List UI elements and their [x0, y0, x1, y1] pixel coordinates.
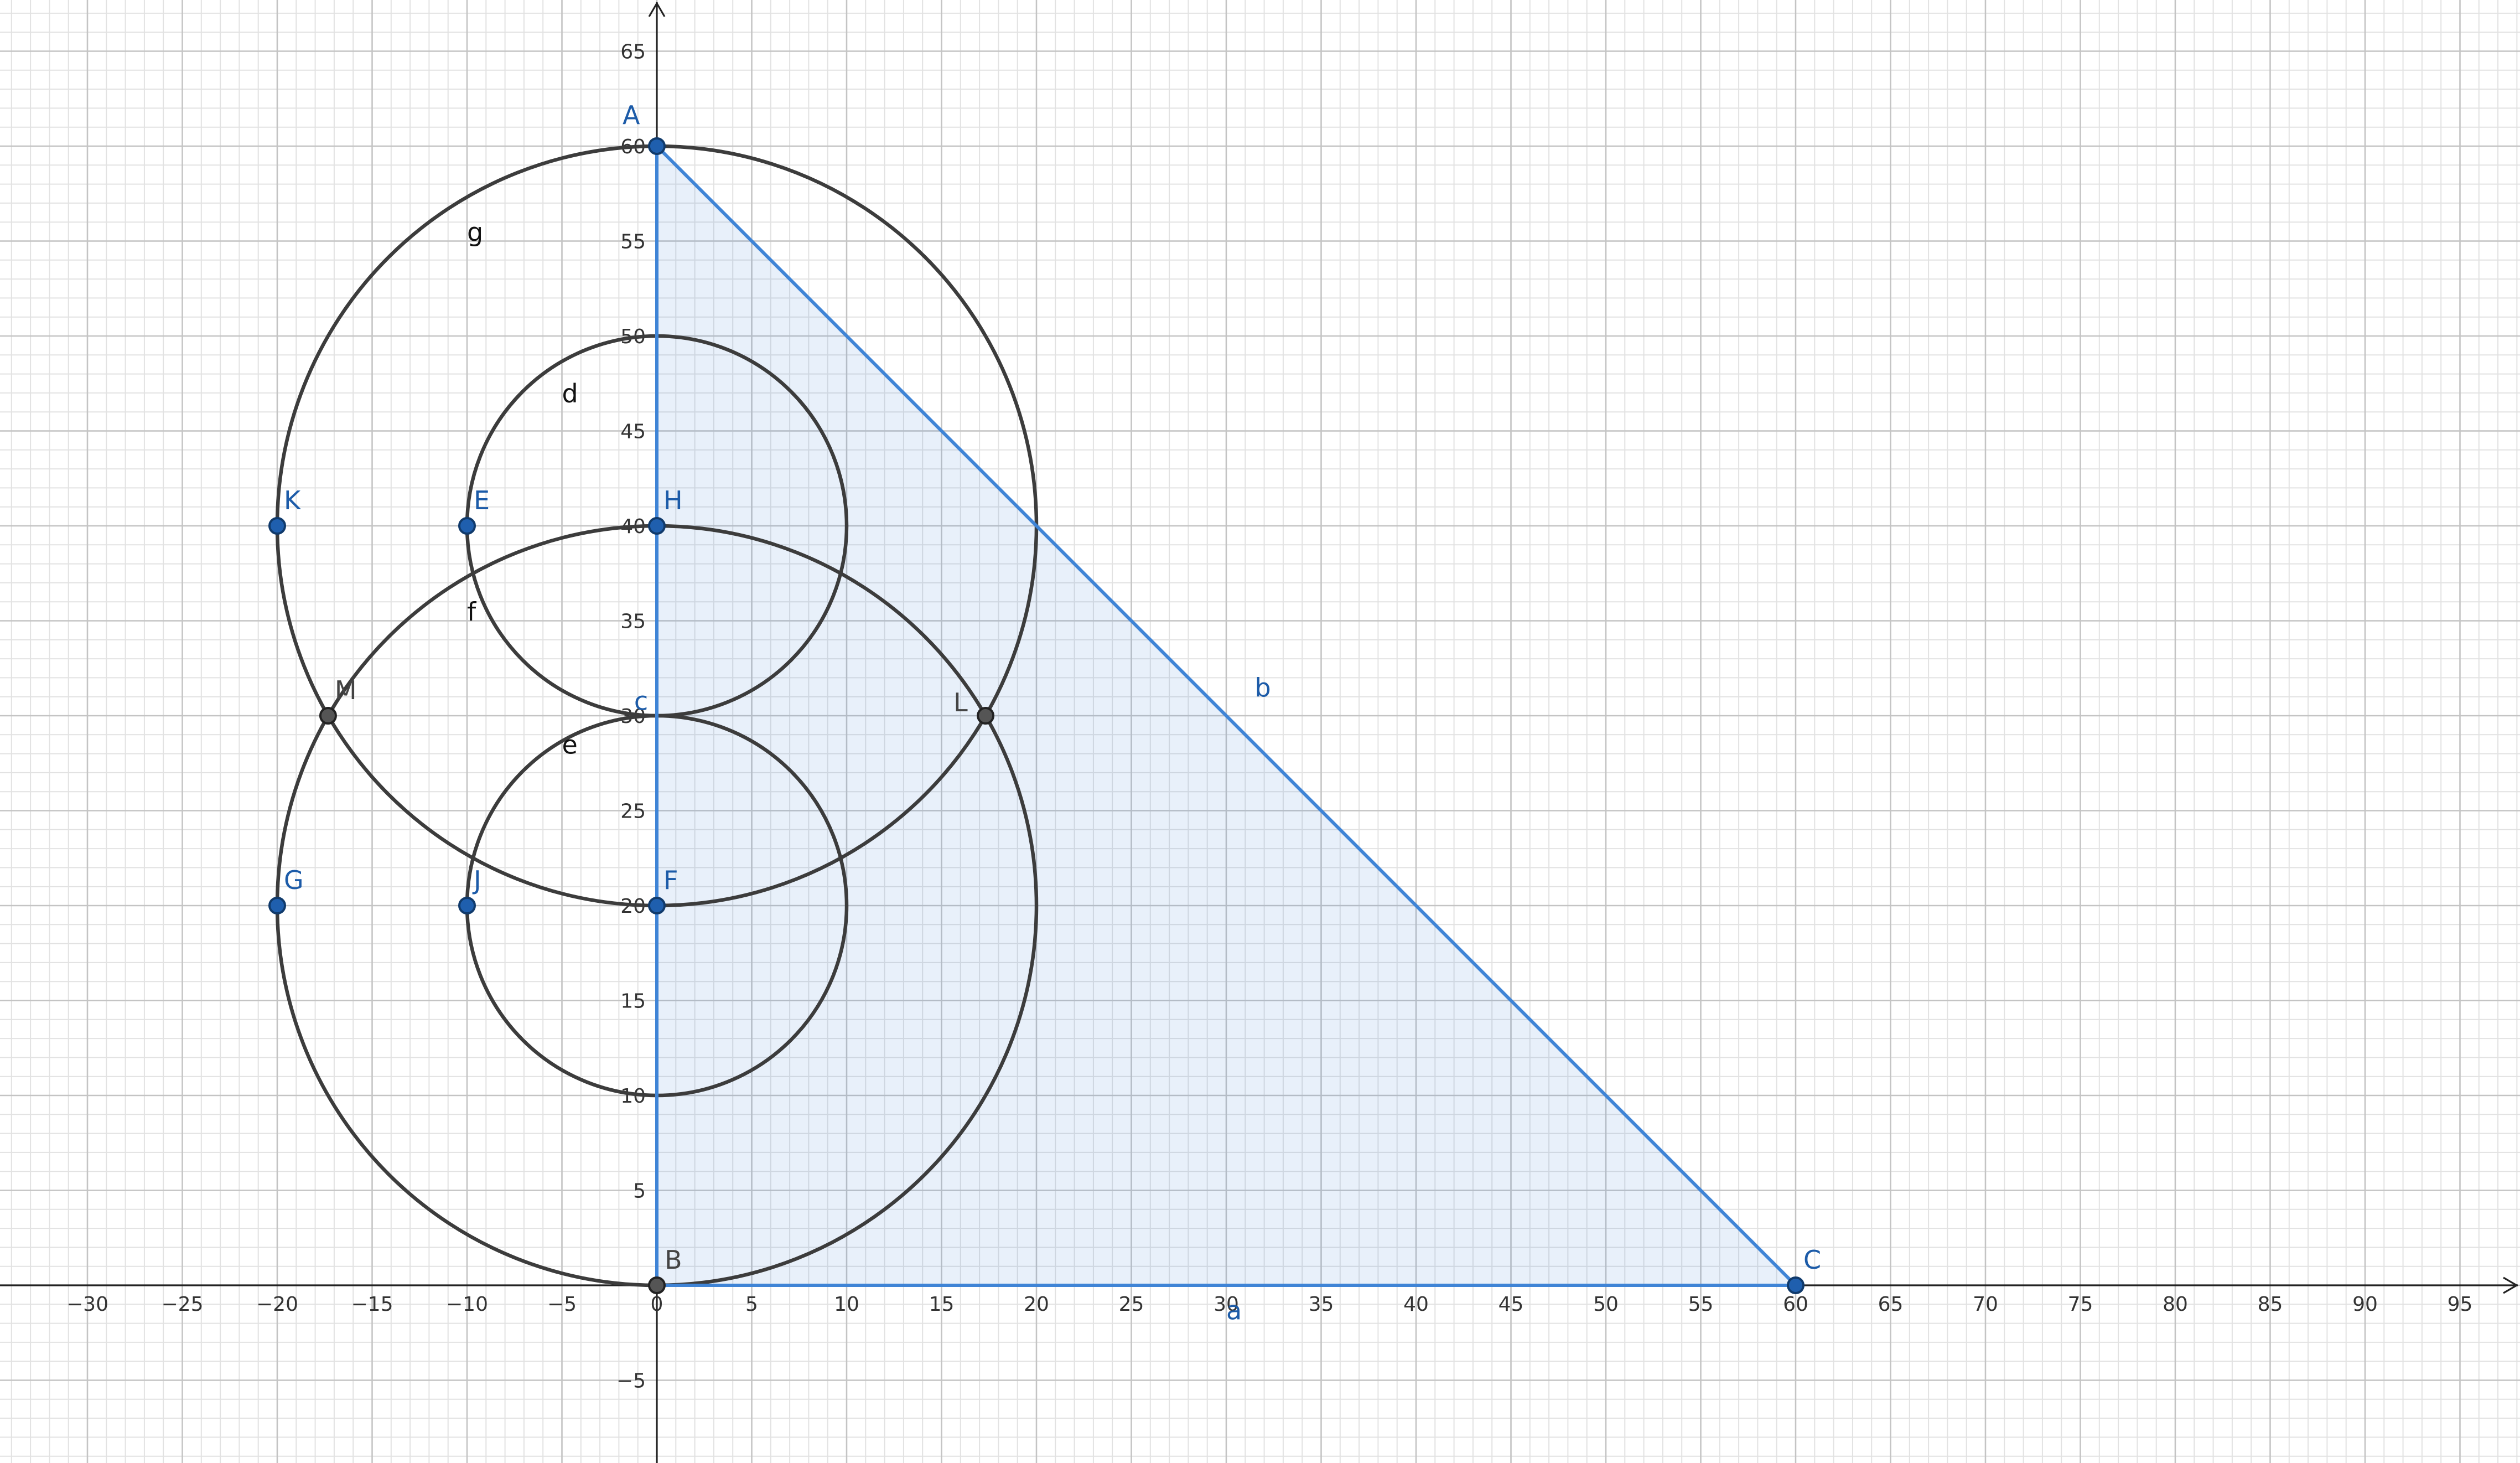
point-B[interactable] — [648, 1276, 666, 1294]
tick-labels: −30 −25 −20 −15 −10 −5 0 5 10 15 20 25 30 35 40 45 50 55 6… — [66, 41, 2472, 1393]
point-label-B: B — [665, 1245, 682, 1275]
point-label-K: K — [284, 485, 302, 515]
y-tick-label: −5 — [616, 1370, 646, 1393]
y-tick-label: 65 — [620, 41, 646, 64]
x-tick-label: 55 — [1688, 1293, 1714, 1316]
x-tick-label: 65 — [1878, 1293, 1904, 1316]
x-tick-label: −10 — [446, 1293, 488, 1316]
segment-label-b: b — [1254, 673, 1271, 703]
segment-label-c: c — [634, 686, 648, 716]
x-tick-label: −25 — [162, 1293, 204, 1316]
x-tick-label: −15 — [351, 1293, 393, 1316]
x-tick-label: 40 — [1403, 1293, 1429, 1316]
x-tick-label: −5 — [547, 1293, 577, 1316]
point-F[interactable] — [648, 897, 666, 914]
point-label-L: L — [953, 687, 968, 717]
point-label-E: E — [474, 485, 490, 515]
circle-label-d: d — [562, 379, 578, 409]
point-label-M: M — [335, 675, 357, 705]
segments[interactable] — [655, 144, 1797, 1287]
x-tick-label: 45 — [1498, 1293, 1524, 1316]
x-tick-label: 95 — [2448, 1293, 2473, 1316]
point-label-H: H — [663, 485, 683, 515]
x-tick-label: 75 — [2068, 1293, 2093, 1316]
points[interactable]: A B C H F E K G J M L — [268, 100, 1821, 1294]
x-tick-label: 0 — [651, 1293, 663, 1316]
x-tick-label: 90 — [2352, 1293, 2378, 1316]
point-A[interactable] — [648, 137, 666, 155]
x-tick-label: 50 — [1593, 1293, 1619, 1316]
object-labels: g d f e a b c — [467, 218, 1271, 1326]
y-tick-label: 15 — [620, 990, 646, 1013]
x-tick-label: 30 — [1214, 1293, 1239, 1316]
y-tick-label: 45 — [620, 421, 646, 443]
point-C[interactable] — [1787, 1276, 1805, 1294]
point-K[interactable] — [268, 517, 286, 535]
y-tick-label: 35 — [620, 611, 646, 633]
point-E[interactable] — [458, 517, 476, 535]
x-tick-label: 80 — [2163, 1293, 2188, 1316]
point-label-J: J — [472, 865, 481, 895]
x-tick-label: −30 — [66, 1293, 108, 1316]
x-tick-label: 60 — [1783, 1293, 1808, 1316]
point-label-A: A — [623, 100, 640, 130]
point-label-F: F — [663, 865, 678, 895]
segment-b[interactable] — [655, 144, 1797, 1287]
x-tick-label: 20 — [1024, 1293, 1049, 1316]
x-tick-label: 10 — [834, 1293, 859, 1316]
x-axis-arrow-icon — [2503, 1276, 2519, 1294]
segment-label-a: a — [1226, 1296, 1242, 1326]
point-L[interactable] — [977, 707, 995, 725]
point-H[interactable] — [648, 517, 666, 535]
y-axis-arrow-icon — [648, 1, 666, 17]
point-label-C: C — [1803, 1245, 1821, 1275]
x-tick-label: 25 — [1119, 1293, 1144, 1316]
x-tick-label: 35 — [1309, 1293, 1334, 1316]
point-M[interactable] — [319, 707, 337, 725]
x-tick-label: 70 — [1973, 1293, 1998, 1316]
circle-label-e: e — [562, 730, 578, 760]
circle-label-f: f — [467, 597, 477, 627]
x-tick-label: 15 — [929, 1293, 955, 1316]
y-tick-label: 25 — [620, 800, 646, 823]
x-tick-label: −20 — [256, 1293, 298, 1316]
y-tick-label: 5 — [633, 1180, 646, 1203]
point-J[interactable] — [458, 897, 476, 914]
y-tick-label: 55 — [620, 231, 646, 254]
point-label-G: G — [284, 865, 304, 895]
x-tick-label: 85 — [2258, 1293, 2283, 1316]
circle-label-g: g — [467, 218, 483, 247]
x-tick-label: 5 — [745, 1293, 758, 1316]
point-G[interactable] — [268, 897, 286, 914]
